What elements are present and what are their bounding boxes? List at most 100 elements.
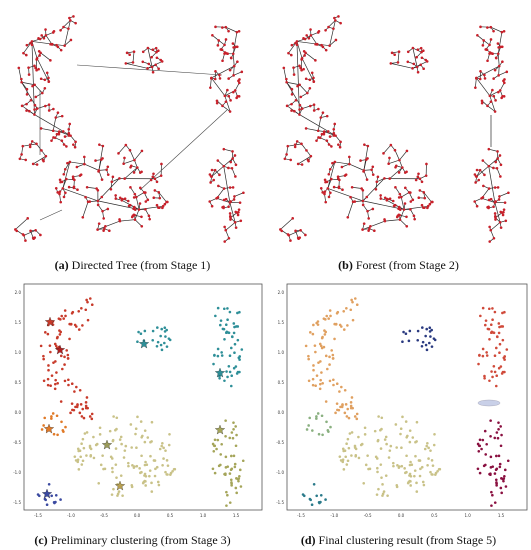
tree-node <box>290 109 293 112</box>
tree-node <box>492 237 496 240</box>
cluster-center-star <box>43 423 55 434</box>
data-point <box>315 415 318 418</box>
tree-edge <box>132 51 135 63</box>
data-point <box>136 415 139 419</box>
data-point <box>494 384 498 388</box>
tree-node <box>489 100 493 103</box>
tree-node <box>497 90 500 94</box>
tree-node <box>237 95 241 98</box>
data-point <box>425 444 429 448</box>
data-point <box>415 440 418 443</box>
data-point <box>376 466 379 470</box>
data-point <box>149 454 152 458</box>
tree-node <box>499 175 502 178</box>
data-point <box>379 463 383 466</box>
tree-node <box>502 95 506 98</box>
tree-edge <box>328 20 336 28</box>
tree-node <box>232 74 235 77</box>
tree-edge <box>389 167 403 179</box>
data-point <box>230 431 234 434</box>
tree-node <box>228 68 232 72</box>
y-tick-label: 0.0 <box>278 410 285 415</box>
data-point <box>165 345 169 348</box>
data-point <box>490 330 494 334</box>
tree-node <box>317 107 320 111</box>
tree-node <box>496 157 499 160</box>
data-point <box>167 443 171 447</box>
tree-node <box>488 43 491 47</box>
data-point <box>77 309 81 313</box>
x-tick-label: -0.5 <box>100 513 108 518</box>
tree-node <box>373 229 376 233</box>
data-point <box>497 322 501 325</box>
data-point <box>338 390 341 393</box>
tree-node <box>405 224 409 228</box>
tree-node <box>155 50 158 54</box>
tree-node <box>416 175 420 179</box>
data-point <box>53 501 56 505</box>
caption-a: (a) Directed Tree (from Stage 1) <box>54 258 211 272</box>
tree-node <box>497 198 501 201</box>
tree-node <box>60 114 64 118</box>
tree-node <box>214 25 217 29</box>
tree-node <box>324 180 327 184</box>
tree-node <box>75 165 79 169</box>
tree-node <box>296 84 299 88</box>
tree-node <box>227 205 230 209</box>
data-point <box>499 486 503 490</box>
data-point <box>50 494 53 498</box>
data-point <box>216 306 220 310</box>
tree-node <box>503 81 506 85</box>
data-point <box>159 334 162 338</box>
tree-node <box>222 198 226 202</box>
data-point <box>493 472 497 475</box>
tree-node <box>73 145 77 149</box>
tree-node <box>336 177 340 180</box>
tree-node <box>334 19 337 22</box>
data-point <box>173 467 177 471</box>
panel-b-forest <box>279 15 510 243</box>
data-point <box>156 480 160 484</box>
data-point <box>44 331 47 334</box>
data-point <box>211 467 215 471</box>
tree-node <box>43 78 47 82</box>
tree-edge <box>286 146 289 155</box>
tree-edge <box>299 84 308 94</box>
tree-node <box>234 163 238 167</box>
cluster-center-star <box>44 316 56 327</box>
tree-edge <box>362 220 386 230</box>
data-point <box>230 374 234 378</box>
data-point <box>39 344 43 348</box>
data-point <box>340 385 343 389</box>
tree-edge <box>329 20 336 46</box>
tree-node <box>39 127 43 130</box>
tree-node <box>283 157 287 161</box>
data-point <box>119 474 123 477</box>
tree-edge <box>62 178 67 189</box>
tree-node <box>67 131 71 135</box>
data-point <box>345 463 349 466</box>
tree-node <box>28 145 32 149</box>
data-point <box>127 464 130 468</box>
data-point <box>377 487 380 491</box>
tree-node <box>371 207 375 211</box>
data-point <box>422 483 426 487</box>
data-point <box>134 432 137 436</box>
data-point <box>314 350 317 354</box>
tree-node <box>37 37 40 40</box>
tree-node <box>413 217 416 221</box>
tree-node <box>157 191 161 194</box>
tree-node <box>499 163 503 167</box>
tree-edge <box>52 117 57 131</box>
tree-node <box>416 48 420 51</box>
data-point <box>135 446 138 450</box>
tree-edge <box>399 150 408 161</box>
data-point <box>346 459 350 463</box>
tree-edge <box>347 201 354 218</box>
tree-node <box>55 43 58 47</box>
tree-node <box>209 77 213 80</box>
data-point <box>66 353 70 357</box>
data-point <box>135 464 139 468</box>
data-point <box>405 435 408 439</box>
tree-node <box>321 111 325 114</box>
